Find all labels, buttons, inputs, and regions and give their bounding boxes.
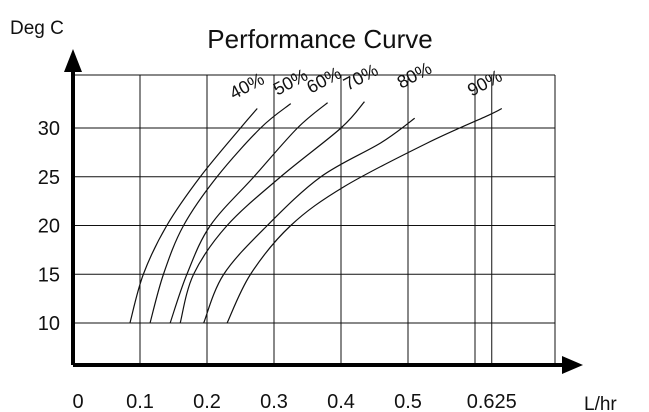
- y-axis-arrow: [64, 49, 82, 72]
- x-tick-label: 0: [72, 391, 83, 412]
- x-tick-label: 0.625: [467, 391, 517, 412]
- x-tick-label: 0.4: [327, 391, 355, 412]
- x-tick-label: 0.2: [193, 391, 221, 412]
- y-tick-label: 30: [38, 118, 60, 140]
- x-tick-label: 0.1: [126, 391, 154, 412]
- series-label: 40%: [226, 69, 267, 104]
- axes: [64, 49, 583, 374]
- series-label: 90%: [464, 66, 505, 101]
- x-axis-label: L/hr: [584, 394, 617, 412]
- y-tick-label: 20: [38, 216, 60, 238]
- x-tick-labels: 0 0.1 0.2 0.3 0.4 0.5 0.625: [72, 391, 516, 412]
- curve-50pct: [149, 103, 292, 324]
- curve-90pct: [226, 107, 503, 324]
- y-tick-label: 10: [38, 313, 60, 335]
- x-axis-arrow: [562, 356, 583, 374]
- series-label: 60%: [303, 63, 344, 98]
- series-labels: 40% 50%60%70% 80% 90%: [226, 58, 505, 103]
- y-tick-label: 15: [38, 264, 60, 286]
- grid: [73, 74, 556, 365]
- curve-70pct: [179, 101, 365, 324]
- series-label: 80%: [394, 58, 435, 93]
- x-tick-label: 0.3: [260, 391, 288, 412]
- curve-80pct: [203, 117, 416, 324]
- x-tick-label: 0.5: [394, 391, 422, 412]
- curve-60pct: [169, 102, 328, 324]
- curves: [129, 101, 503, 324]
- y-tick-label: 25: [38, 167, 60, 189]
- series-label: 70%: [340, 60, 381, 95]
- y-tick-labels: 10 15 20 25 30: [38, 118, 60, 335]
- y-axis-label: Deg C: [10, 18, 64, 39]
- curve-40pct: [129, 108, 258, 324]
- chart-title: Performance Curve: [207, 24, 432, 54]
